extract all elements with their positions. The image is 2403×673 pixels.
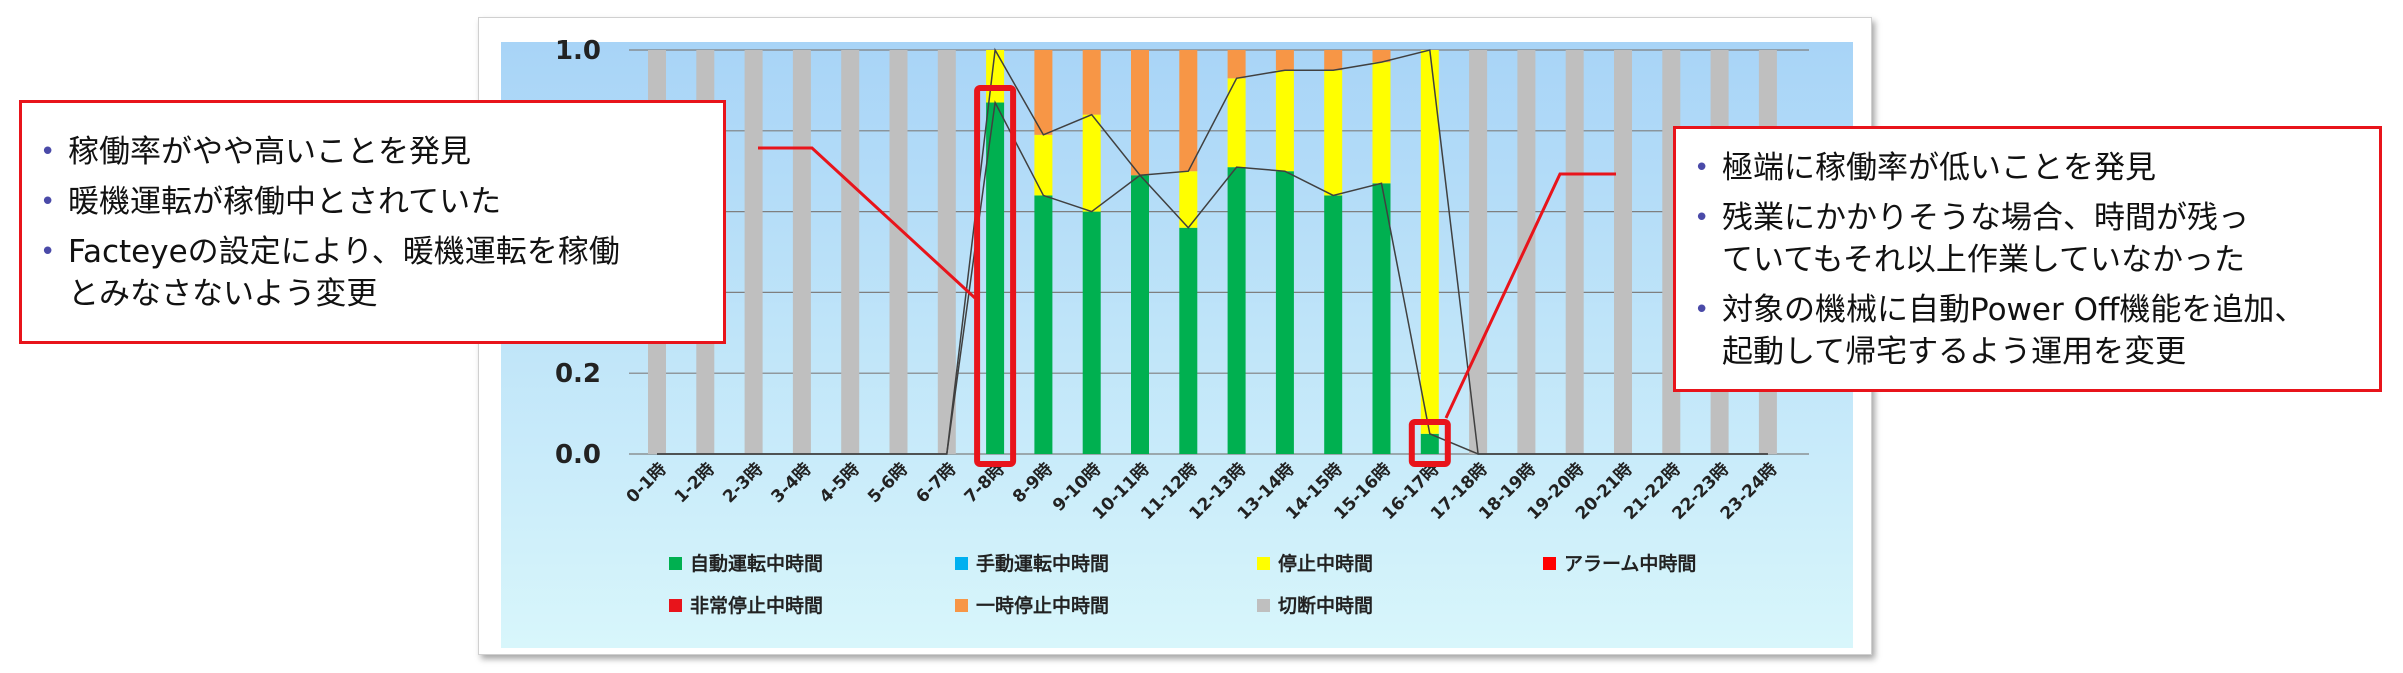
y-tick-label: 0.2	[555, 359, 601, 389]
legend-label: 手動運転中時間	[976, 552, 1109, 575]
highlight-box	[974, 85, 1017, 467]
bar-segment	[841, 50, 860, 454]
bar-segment	[986, 102, 1005, 455]
callout-right-item: • 対象の機械に自動Power Off機能を追加、 起動して帰宅するよう運用を変更	[1680, 289, 2371, 373]
y-tick-label: 0.0	[555, 440, 601, 470]
bar-segment	[1034, 50, 1053, 135]
stack-boundary-lines	[657, 47, 1768, 455]
bar-segment	[1275, 50, 1294, 71]
bar-segment	[1082, 50, 1101, 115]
bar-segment	[889, 50, 908, 454]
bar-segment	[1275, 171, 1294, 454]
callout-left-item: • Facteyeの設定により、暖機運転を稼働 とみなさないよう変更	[26, 231, 713, 315]
legend-swatch	[955, 557, 968, 570]
bullet-icon: •	[40, 137, 56, 167]
bullet-icon: •	[40, 187, 56, 217]
legend-swatch	[955, 599, 968, 612]
bar-segment	[1517, 50, 1536, 454]
bar-segment	[1082, 114, 1101, 212]
bar-segment	[937, 50, 956, 454]
bar-segment	[1324, 70, 1343, 196]
callout-left: • 稼働率がやや高いことを発見 • 暖機運転が稼働中とされていた • Facteyeの…	[19, 100, 726, 344]
legend-label: 一時停止中時間	[976, 594, 1109, 617]
bar-segment	[1131, 50, 1149, 176]
bullet-icon: •	[1694, 295, 1710, 325]
callout-left-item: • 稼働率がやや高いことを発見	[26, 131, 713, 173]
bar-segment	[1372, 62, 1391, 184]
bar-segment	[1227, 78, 1246, 168]
y-tick-label: 1.0	[555, 36, 601, 66]
bar-segment	[1179, 227, 1198, 454]
legend-label: 切断中時間	[1278, 594, 1373, 617]
bar-segment	[1179, 171, 1198, 228]
bullet-icon: •	[40, 237, 56, 267]
bar-segment	[1034, 195, 1053, 454]
legend-label: アラーム中時間	[1564, 552, 1696, 575]
bar-segment	[1324, 195, 1343, 454]
legend-swatch	[1257, 557, 1270, 570]
bar-segment	[744, 50, 763, 454]
bar-segment	[1469, 50, 1488, 454]
callout-left-item: • 暖機運転が稼働中とされていた	[26, 181, 713, 223]
bullet-icon: •	[1694, 153, 1710, 183]
legend-swatch	[669, 599, 682, 612]
legend-swatch	[1257, 599, 1270, 612]
bar-segment	[792, 50, 811, 454]
highlight-box	[1408, 419, 1451, 467]
callout-right-item: • 残業にかかりそうな場合、時間が残っ ていてもそれ以上作業していなかった	[1680, 197, 2371, 281]
highlight-boxes	[974, 85, 1451, 467]
bar-segment	[986, 50, 1005, 103]
legend-swatch	[669, 557, 682, 570]
bar-segment	[1614, 50, 1632, 454]
legend-label: 自動運転中時間	[690, 552, 823, 575]
bar-segment	[1227, 167, 1246, 454]
callout-right: • 極端に稼働率が低いことを発見 • 残業にかかりそうな場合、時間が残っ ていてもそ…	[1673, 126, 2382, 392]
bar-segment	[1082, 211, 1101, 454]
bar-segment	[1131, 175, 1149, 455]
bar-segment	[1372, 50, 1391, 63]
legend-label: 非常停止中時間	[690, 594, 823, 617]
bar-segment	[1420, 433, 1439, 454]
bullet-icon: •	[1694, 203, 1710, 233]
legend-label: 停止中時間	[1278, 552, 1373, 575]
bar-segment	[1565, 50, 1584, 454]
bar-segment	[1227, 50, 1246, 79]
callout-right-item: • 極端に稼働率が低いことを発見	[1680, 147, 2371, 189]
bar-segment	[1324, 50, 1343, 71]
bar-segment	[1372, 183, 1391, 454]
y-axis-ticks: 0.0 0.2 1.0	[555, 36, 601, 470]
bar-segment	[1420, 50, 1439, 434]
bar-segment	[1034, 134, 1053, 196]
legend-swatch	[1543, 557, 1556, 570]
bar-segment	[1179, 50, 1198, 172]
series-line	[657, 47, 1768, 455]
bar-segment	[1275, 70, 1294, 172]
chart-frame: 0.0 0.2 1.0 0-1時 1-2時 2-3時 3-4時 4-5時 5-6時 6-7時 7-…	[478, 17, 1872, 655]
